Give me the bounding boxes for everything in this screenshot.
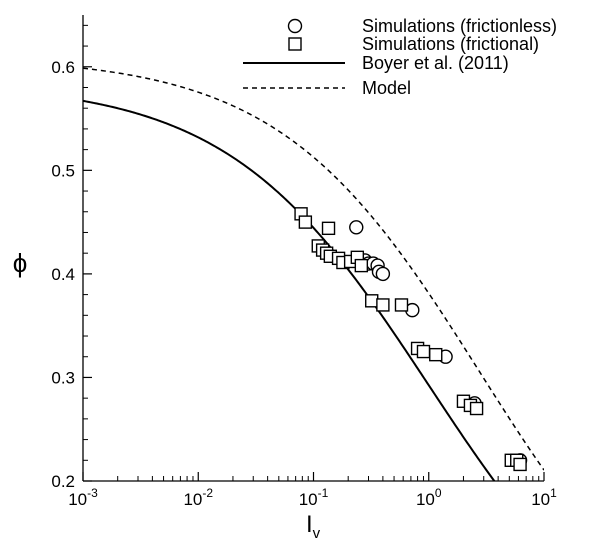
legend-label: Simulations (frictionless) xyxy=(362,16,557,36)
frictional-point xyxy=(469,401,484,416)
series-points xyxy=(294,207,528,472)
y-tick-label: 0.5 xyxy=(51,161,75,180)
series-lines xyxy=(83,67,544,481)
x-tick-label: 100 xyxy=(416,486,442,509)
x-tick-label: 10-1 xyxy=(299,486,329,509)
x-tick-label: 10-3 xyxy=(68,486,98,509)
x-tick-label: 10-2 xyxy=(183,486,213,509)
y-tick-label: 0.2 xyxy=(51,472,75,491)
legend-circle-marker xyxy=(287,18,303,34)
frictional-point xyxy=(416,344,431,359)
legend-label: Simulations (frictional) xyxy=(362,34,539,54)
y-tick-label: 0.6 xyxy=(51,58,75,77)
frictional-point xyxy=(513,457,527,472)
y-tick-label: 0.3 xyxy=(51,368,75,387)
legend: Simulations (frictionless)Simulations (f… xyxy=(243,16,557,98)
frictional-point xyxy=(394,298,409,312)
x-axis-label: Iv xyxy=(306,511,321,542)
frictional-point xyxy=(376,298,390,312)
frictional-point xyxy=(321,221,336,236)
frictional-point xyxy=(354,258,369,273)
frictional-point xyxy=(365,294,379,308)
axes xyxy=(82,15,545,482)
frictionless-point xyxy=(349,220,364,235)
y-tick-label: 0.4 xyxy=(51,265,75,284)
frictionless-point xyxy=(375,266,391,282)
boyer-line xyxy=(83,99,496,481)
y-axis-label: ϕ xyxy=(13,248,28,278)
legend-square-marker xyxy=(288,37,302,51)
frictional-point xyxy=(298,215,313,229)
tick-labels: 10-3 10-2 10-1 100 101 0.2 0.3 0.4 0.5 0.6 xyxy=(51,58,557,509)
legend-label: Model xyxy=(362,78,411,98)
x-tick-label: 101 xyxy=(531,486,557,509)
frictional-point xyxy=(429,347,443,362)
legend-label: Boyer et al. (2011) xyxy=(362,53,509,73)
